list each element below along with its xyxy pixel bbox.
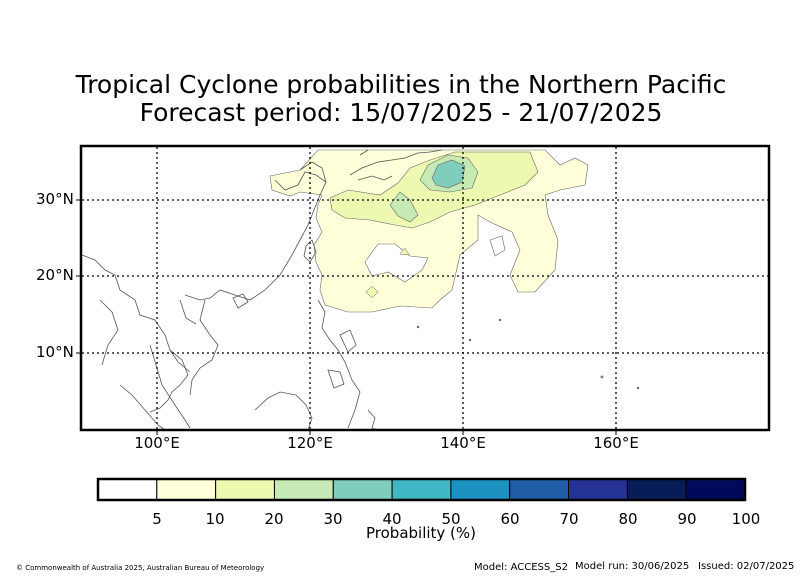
colorbar-tick: 50 — [441, 510, 461, 528]
coastlines — [81, 149, 443, 431]
colorbar-swatch — [391, 478, 452, 501]
colorbar-tick: 20 — [264, 510, 284, 528]
model-name: Model: ACCESS_S2 — [474, 562, 568, 573]
lat-label-10n: 10°N — [36, 343, 74, 361]
axis-ticks — [76, 199, 617, 435]
colorbar-swatch — [450, 478, 511, 501]
prob-hole — [364, 243, 429, 283]
colorbar-tick: 70 — [559, 510, 579, 528]
colorbar-tick: 90 — [677, 510, 697, 528]
colorbar-swatch — [215, 478, 275, 501]
colorbar-swatch — [273, 478, 334, 501]
issued-date: Issued: 02/07/2025 — [698, 561, 795, 572]
colorbar-swatch — [332, 478, 393, 501]
colorbar-tick: 100 — [731, 510, 761, 528]
map-title-line2: Forecast period: 15/07/2025 - 21/07/2025 — [139, 98, 663, 127]
lat-label-20n: 20°N — [36, 266, 74, 284]
colorbar-tick: 30 — [323, 510, 343, 528]
gridlines — [82, 147, 768, 429]
colorbar-tick: 40 — [382, 510, 402, 528]
colorbar-frame — [96, 477, 747, 502]
colorbar-tick: 10 — [205, 510, 225, 528]
copyright-text: © Commonwealth of Australia 2025, Austra… — [16, 564, 265, 572]
lon-label-140e: 140°E — [440, 434, 486, 452]
map-title-line1: Tropical Cyclone probabilities in the No… — [75, 70, 727, 99]
colorbar-tick: 5 — [152, 510, 162, 528]
map-frame — [79, 144, 771, 432]
colorbar-swatch — [685, 478, 746, 501]
colorbar-swatch — [156, 478, 217, 501]
colorbar-swatch — [568, 478, 628, 501]
islands — [416, 318, 640, 390]
lon-label-120e: 120°E — [287, 434, 333, 452]
colorbar — [96, 477, 747, 502]
prob-hole-2 — [489, 235, 506, 257]
colorbar-swatch — [97, 478, 158, 501]
lon-label-160e: 160°E — [593, 434, 639, 452]
colorbar-tick: 60 — [500, 510, 520, 528]
lon-label-100e: 100°E — [134, 434, 180, 452]
lat-label-30n: 30°N — [36, 190, 74, 208]
prob-small-patch-2 — [399, 247, 410, 256]
model-run-date: Model run: 30/06/2025 — [575, 561, 690, 572]
colorbar-tick: 80 — [618, 510, 638, 528]
colorbar-swatch — [509, 478, 570, 501]
colorbar-swatch — [626, 478, 687, 501]
colorbar-label: Probability (%) — [366, 524, 477, 542]
prob-small-patch — [365, 285, 379, 299]
probability-regions — [269, 149, 589, 313]
